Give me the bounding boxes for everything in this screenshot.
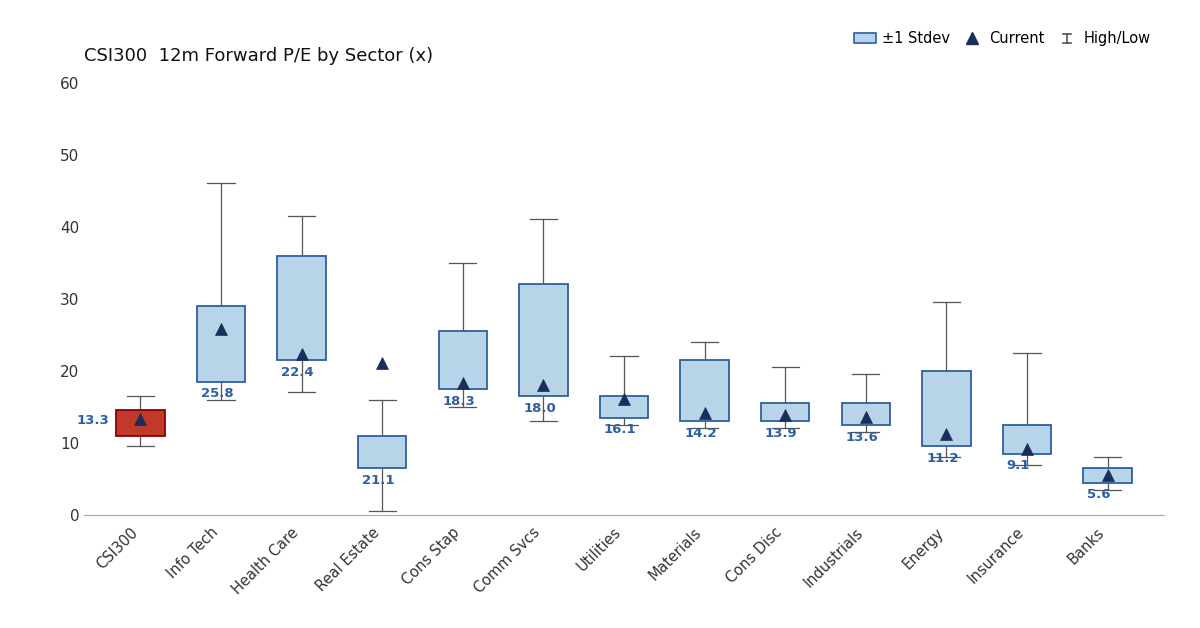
Text: 25.8: 25.8: [200, 387, 234, 401]
Bar: [116, 411, 164, 436]
Text: 22.4: 22.4: [282, 365, 314, 379]
Legend: ±1 Stdev, Current, High/Low: ±1 Stdev, Current, High/Low: [848, 26, 1157, 52]
Bar: [923, 371, 971, 447]
Bar: [680, 360, 728, 421]
Text: 11.2: 11.2: [926, 452, 959, 465]
Text: 18.3: 18.3: [443, 394, 475, 408]
Text: 18.0: 18.0: [523, 402, 556, 415]
Bar: [277, 256, 325, 360]
Text: 13.3: 13.3: [77, 414, 109, 427]
Bar: [520, 284, 568, 396]
Text: 5.6: 5.6: [1087, 489, 1111, 501]
Bar: [841, 403, 890, 425]
Bar: [600, 396, 648, 418]
Text: 9.1: 9.1: [1007, 460, 1031, 472]
Text: CSI300  12m Forward P/E by Sector (x): CSI300 12m Forward P/E by Sector (x): [84, 48, 433, 65]
Text: 21.1: 21.1: [362, 474, 395, 487]
Bar: [1003, 425, 1051, 453]
Bar: [197, 306, 245, 382]
Bar: [1084, 468, 1132, 482]
Text: 16.1: 16.1: [604, 423, 636, 436]
Text: 13.6: 13.6: [846, 431, 878, 443]
Bar: [439, 331, 487, 389]
Text: 14.2: 14.2: [684, 427, 718, 440]
Text: 13.9: 13.9: [766, 427, 798, 440]
Bar: [761, 403, 809, 421]
Bar: [358, 436, 407, 468]
